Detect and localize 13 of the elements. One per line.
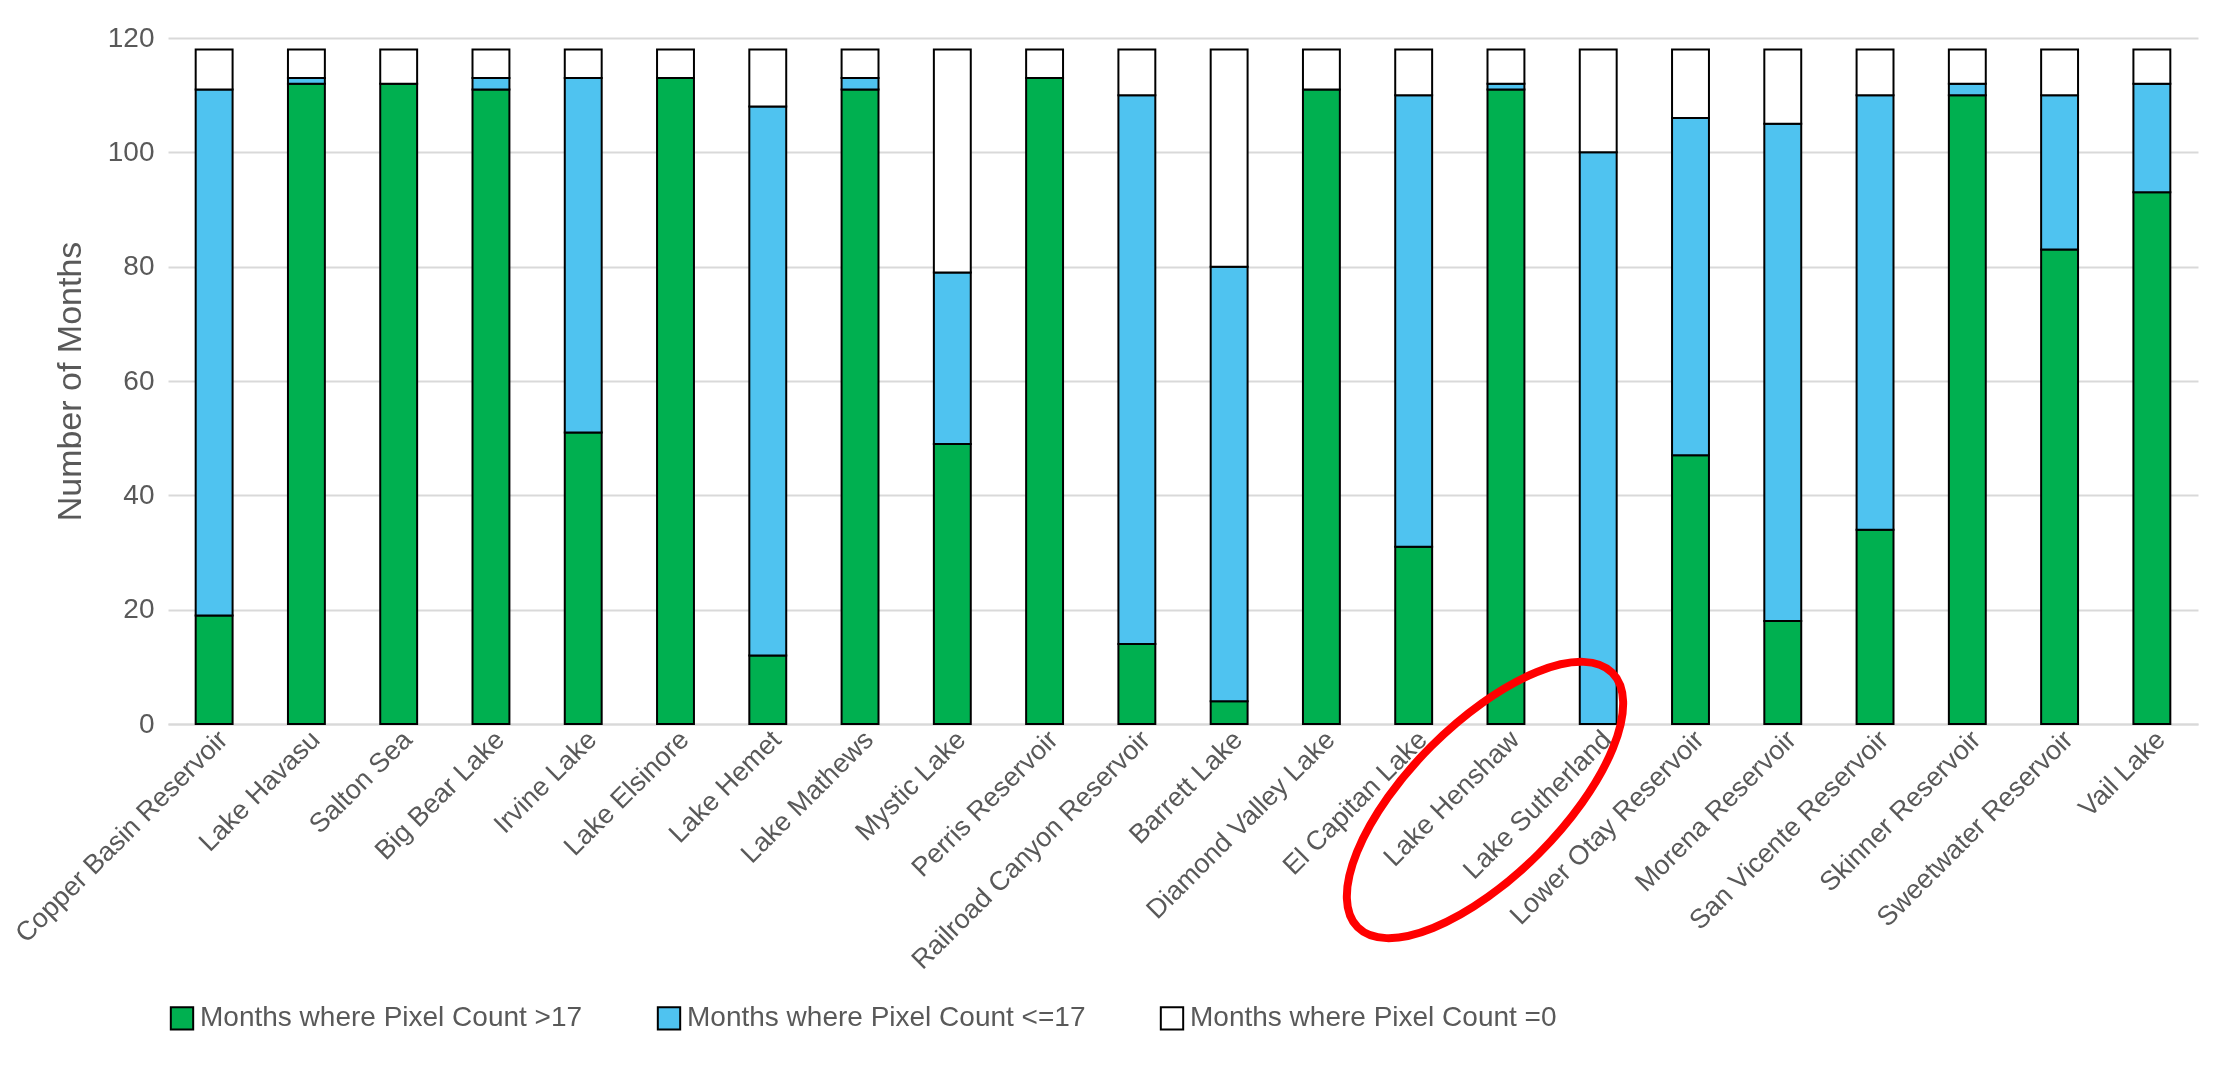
legend-label: Months where Pixel Count >17	[200, 1001, 583, 1033]
bar	[1486, 88, 1526, 725]
y-tick-label: 100	[107, 135, 155, 167]
y-tick-label: 80	[123, 250, 155, 282]
y-tick-label: 40	[123, 478, 155, 510]
legend-label: Months where Pixel Count <=17	[687, 1001, 1086, 1033]
y-axis-title: Number of Months	[49, 241, 88, 522]
bar	[286, 82, 326, 725]
y-tick-label: 120	[107, 21, 155, 53]
y-tick-label: 20	[123, 593, 155, 625]
y-tick-label: 60	[123, 364, 155, 396]
legend-label: Months where Pixel Count =0	[1190, 1001, 1557, 1033]
y-tick-label: 0	[138, 707, 155, 739]
